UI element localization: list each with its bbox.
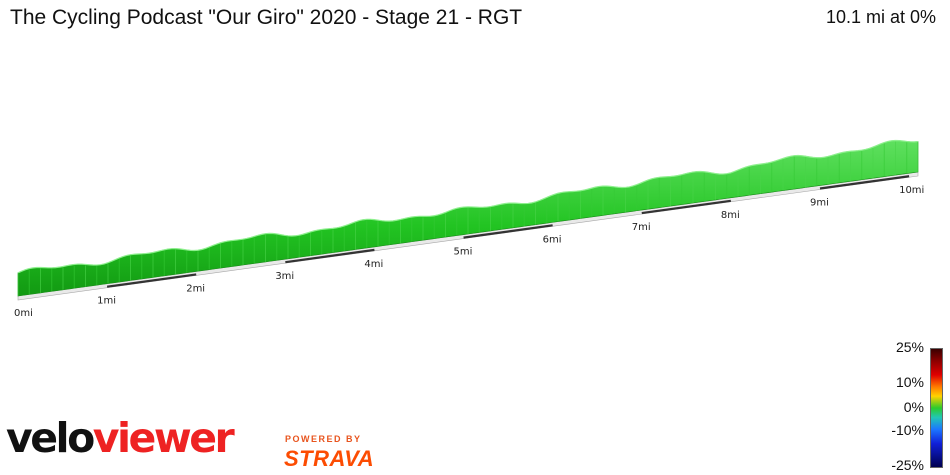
strava-logo[interactable]: STRAVA — [284, 446, 375, 471]
logo-velo-text: velo — [6, 414, 95, 462]
mile-segment — [463, 224, 553, 239]
mile-segment — [641, 199, 732, 215]
mile-segment — [106, 273, 197, 288]
elevation-ridge — [17, 139, 919, 274]
distance-tick-label: 0mi — [14, 308, 33, 319]
distance-tick-label: 3mi — [275, 271, 294, 282]
powered-by-text: POWERED BY — [285, 434, 362, 444]
distance-axis: 0mi 1mi 2mi 3mi 4mi 5mi 6mi 7mi 8mi 9mi 10mi — [14, 185, 924, 319]
distance-gradient-summary: 10.1 mi at 0% — [825, 7, 936, 27]
distance-tick-label: 10mi — [899, 185, 924, 196]
mile-segment — [819, 175, 910, 190]
distance-tick-label: 8mi — [721, 210, 740, 221]
veloviewer-logo[interactable]: veloviewer — [6, 418, 235, 459]
distance-tick-label: 9mi — [810, 198, 829, 209]
distance-tick-label: 1mi — [97, 296, 116, 307]
distance-tick-label: 2mi — [186, 283, 205, 294]
distance-tick-label: 6mi — [543, 234, 562, 245]
scale-label-10: 10% — [895, 374, 924, 390]
gradient-color-scale — [930, 348, 943, 468]
elevation-profile: 0mi 1mi 2mi 3mi 4mi 5mi 6mi 7mi 8mi 9mi 10mi — [14, 139, 924, 319]
mile-segment — [285, 248, 375, 264]
scale-label-minus-25: -25% — [891, 457, 924, 473]
logo-viewer-text: viewer — [92, 414, 235, 462]
distance-tick-label: 5mi — [454, 247, 473, 258]
profile-base — [17, 171, 919, 301]
distance-tick-label: 7mi — [632, 222, 651, 233]
scale-label-minus-10: -10% — [891, 422, 924, 438]
distance-tick-label: 4mi — [364, 259, 383, 270]
chart-title: The Cycling Podcast "Our Giro" 2020 - St… — [10, 6, 523, 29]
profile-surface — [17, 139, 919, 297]
scale-label-25: 25% — [895, 339, 924, 355]
scale-label-0: 0% — [903, 399, 924, 415]
